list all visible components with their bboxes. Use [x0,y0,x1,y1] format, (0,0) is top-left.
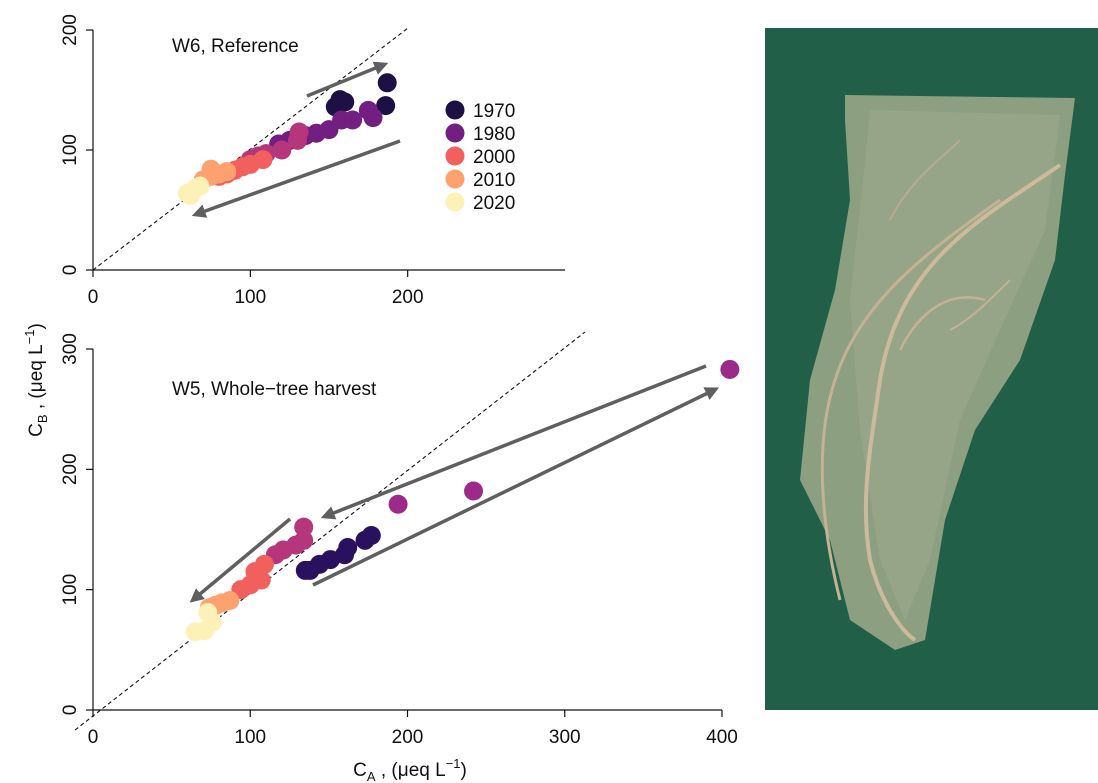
y-tick-label: 200 [60,453,81,485]
one-to-one-line [92,27,409,271]
label-part: ) [461,760,467,781]
point [195,621,215,641]
one-to-one-line [74,331,586,731]
label-sup: −1 [446,756,461,771]
x-tick-label: 100 [234,287,266,308]
label-part: , (μeq L [26,344,47,414]
label-part: ) [26,323,47,329]
point [198,603,218,623]
y-tick-label: 100 [60,574,81,606]
legend-label: 2000 [473,147,515,168]
x-axis-label: CA , (μeq L−1) [353,756,467,783]
y-tick-label: 0 [60,265,81,276]
point [295,560,315,580]
legend-swatch [445,192,465,212]
y-tick-label: 300 [60,333,81,365]
legend-swatch [445,123,465,143]
panel-title: W6, Reference [172,36,299,57]
label-sub: A [367,769,376,783]
y-tick-label: 0 [60,705,81,716]
legend-swatch [445,146,465,166]
arrows [189,61,720,603]
label-part: C [353,760,367,781]
x-tick-label: 300 [549,727,581,748]
x-tick-label: 400 [706,727,738,748]
point [294,517,314,537]
legend-swatch [445,169,465,189]
point [190,176,210,196]
x-tick-label: 100 [234,727,266,748]
point [376,96,396,116]
point [217,162,237,182]
point [464,481,484,501]
x-tick-label: 0 [88,287,99,308]
legend-label: 1970 [473,101,515,122]
panel-title: W5, Whole−tree harvest [172,379,377,400]
y-tick-label: 200 [60,14,81,46]
y-axis-label: CB , (μeq L−1) [22,323,50,437]
x-tick-label: 0 [88,727,99,748]
y-tick-label: 100 [60,134,81,166]
label-sup: −1 [22,330,37,345]
x-tick-label: 200 [392,287,424,308]
point [720,359,740,379]
point [363,108,383,128]
point [272,140,292,160]
photo [765,28,1098,710]
legend-label: 2010 [473,170,515,191]
label-part: , (μeq L [376,760,446,781]
label-sub: B [35,414,50,423]
legend-label: 2020 [473,193,515,214]
legend-label: 1980 [473,124,515,145]
legend-swatch [445,100,465,120]
point [288,130,308,150]
point [388,494,408,514]
point [377,73,397,93]
x-tick-label: 200 [392,727,424,748]
label-part: C [26,423,47,437]
point [355,530,375,550]
